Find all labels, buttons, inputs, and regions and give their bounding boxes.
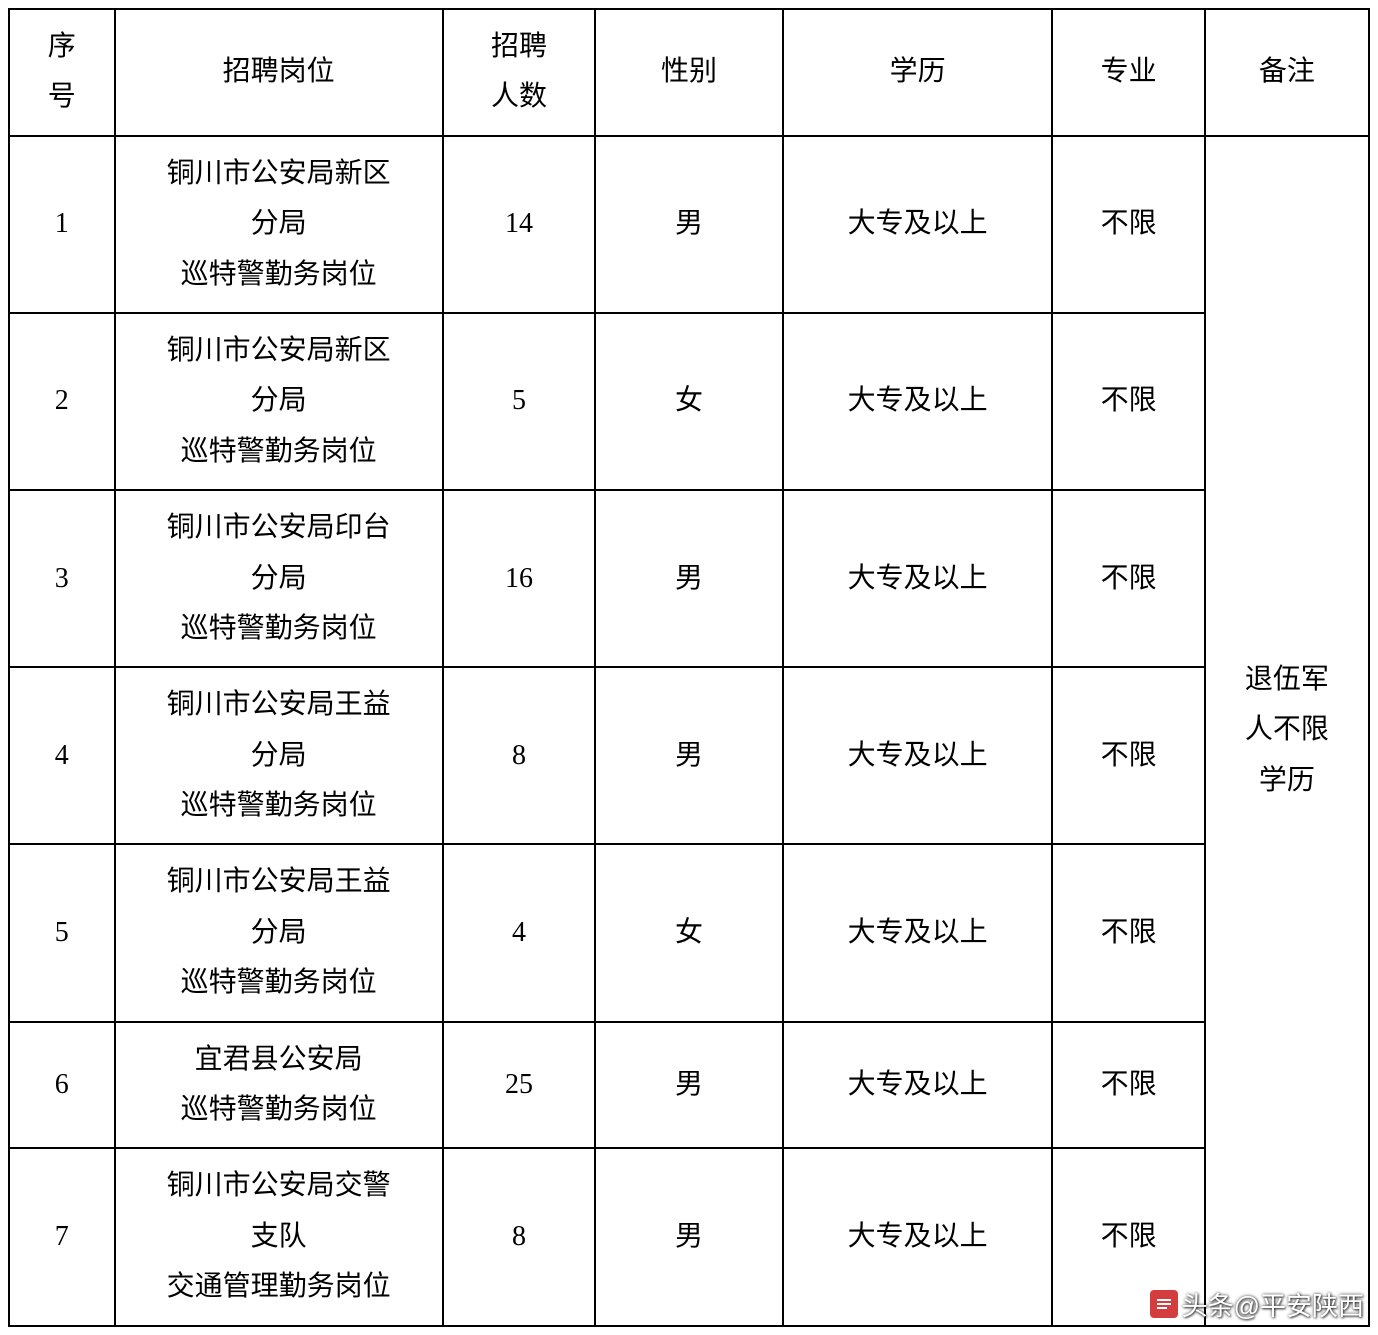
cell-education: 大专及以上: [783, 667, 1053, 844]
header-gender: 性别: [595, 9, 783, 136]
cell-index: 2: [9, 313, 115, 490]
table-row: 6宜君县公安局巡特警勤务岗位25男大专及以上不限: [9, 1022, 1369, 1149]
cell-major: 不限: [1052, 844, 1204, 1021]
toutiao-icon: [1150, 1290, 1178, 1318]
table-row: 3铜川市公安局印台分局巡特警勤务岗位16男大专及以上不限: [9, 490, 1369, 667]
cell-index: 3: [9, 490, 115, 667]
cell-gender: 女: [595, 313, 783, 490]
table-row: 5铜川市公安局王益分局巡特警勤务岗位4女大专及以上不限: [9, 844, 1369, 1021]
header-note: 备注: [1205, 9, 1369, 136]
cell-index: 7: [9, 1148, 115, 1325]
table-row: 2铜川市公安局新区分局巡特警勤务岗位5女大专及以上不限: [9, 313, 1369, 490]
cell-gender: 男: [595, 667, 783, 844]
cell-gender: 男: [595, 136, 783, 313]
table-row: 1铜川市公安局新区分局巡特警勤务岗位14男大专及以上不限退伍军人不限学历: [9, 136, 1369, 313]
cell-position: 铜川市公安局王益分局巡特警勤务岗位: [115, 667, 443, 844]
header-position: 招聘岗位: [115, 9, 443, 136]
cell-count: 16: [443, 490, 595, 667]
cell-education: 大专及以上: [783, 490, 1053, 667]
table-header-row: 序 号 招聘岗位 招聘 人数 性别 学历 专业 备注: [9, 9, 1369, 136]
cell-major: 不限: [1052, 490, 1204, 667]
cell-count: 4: [443, 844, 595, 1021]
cell-education: 大专及以上: [783, 1148, 1053, 1325]
cell-count: 5: [443, 313, 595, 490]
cell-index: 4: [9, 667, 115, 844]
header-count: 招聘 人数: [443, 9, 595, 136]
cell-gender: 男: [595, 1148, 783, 1325]
header-education: 学历: [783, 9, 1053, 136]
cell-gender: 男: [595, 490, 783, 667]
cell-major: 不限: [1052, 136, 1204, 313]
cell-education: 大专及以上: [783, 1022, 1053, 1149]
cell-education: 大专及以上: [783, 313, 1053, 490]
header-index: 序 号: [9, 9, 115, 136]
table-body: 1铜川市公安局新区分局巡特警勤务岗位14男大专及以上不限退伍军人不限学历2铜川市…: [9, 136, 1369, 1326]
cell-major: 不限: [1052, 313, 1204, 490]
cell-count: 8: [443, 1148, 595, 1325]
cell-count: 8: [443, 667, 595, 844]
cell-education: 大专及以上: [783, 136, 1053, 313]
cell-count: 14: [443, 136, 595, 313]
cell-education: 大专及以上: [783, 844, 1053, 1021]
cell-gender: 男: [595, 1022, 783, 1149]
table-row: 4铜川市公安局王益分局巡特警勤务岗位8男大专及以上不限: [9, 667, 1369, 844]
header-major: 专业: [1052, 9, 1204, 136]
cell-index: 5: [9, 844, 115, 1021]
cell-major: 不限: [1052, 667, 1204, 844]
cell-major: 不限: [1052, 1022, 1204, 1149]
cell-note-merged: 退伍军人不限学历: [1205, 136, 1369, 1326]
cell-position: 铜川市公安局印台分局巡特警勤务岗位: [115, 490, 443, 667]
watermark-text: 头条@平安陕西: [1182, 1286, 1364, 1323]
cell-index: 1: [9, 136, 115, 313]
cell-gender: 女: [595, 844, 783, 1021]
cell-count: 25: [443, 1022, 595, 1149]
cell-position: 铜川市公安局交警支队交通管理勤务岗位: [115, 1148, 443, 1325]
cell-position: 铜川市公安局新区分局巡特警勤务岗位: [115, 136, 443, 313]
recruitment-table: 序 号 招聘岗位 招聘 人数 性别 学历 专业 备注 1铜川市公: [8, 8, 1370, 1327]
cell-index: 6: [9, 1022, 115, 1149]
watermark: 头条@平安陕西: [1150, 1286, 1364, 1323]
cell-position: 宜君县公安局巡特警勤务岗位: [115, 1022, 443, 1149]
cell-position: 铜川市公安局王益分局巡特警勤务岗位: [115, 844, 443, 1021]
cell-position: 铜川市公安局新区分局巡特警勤务岗位: [115, 313, 443, 490]
